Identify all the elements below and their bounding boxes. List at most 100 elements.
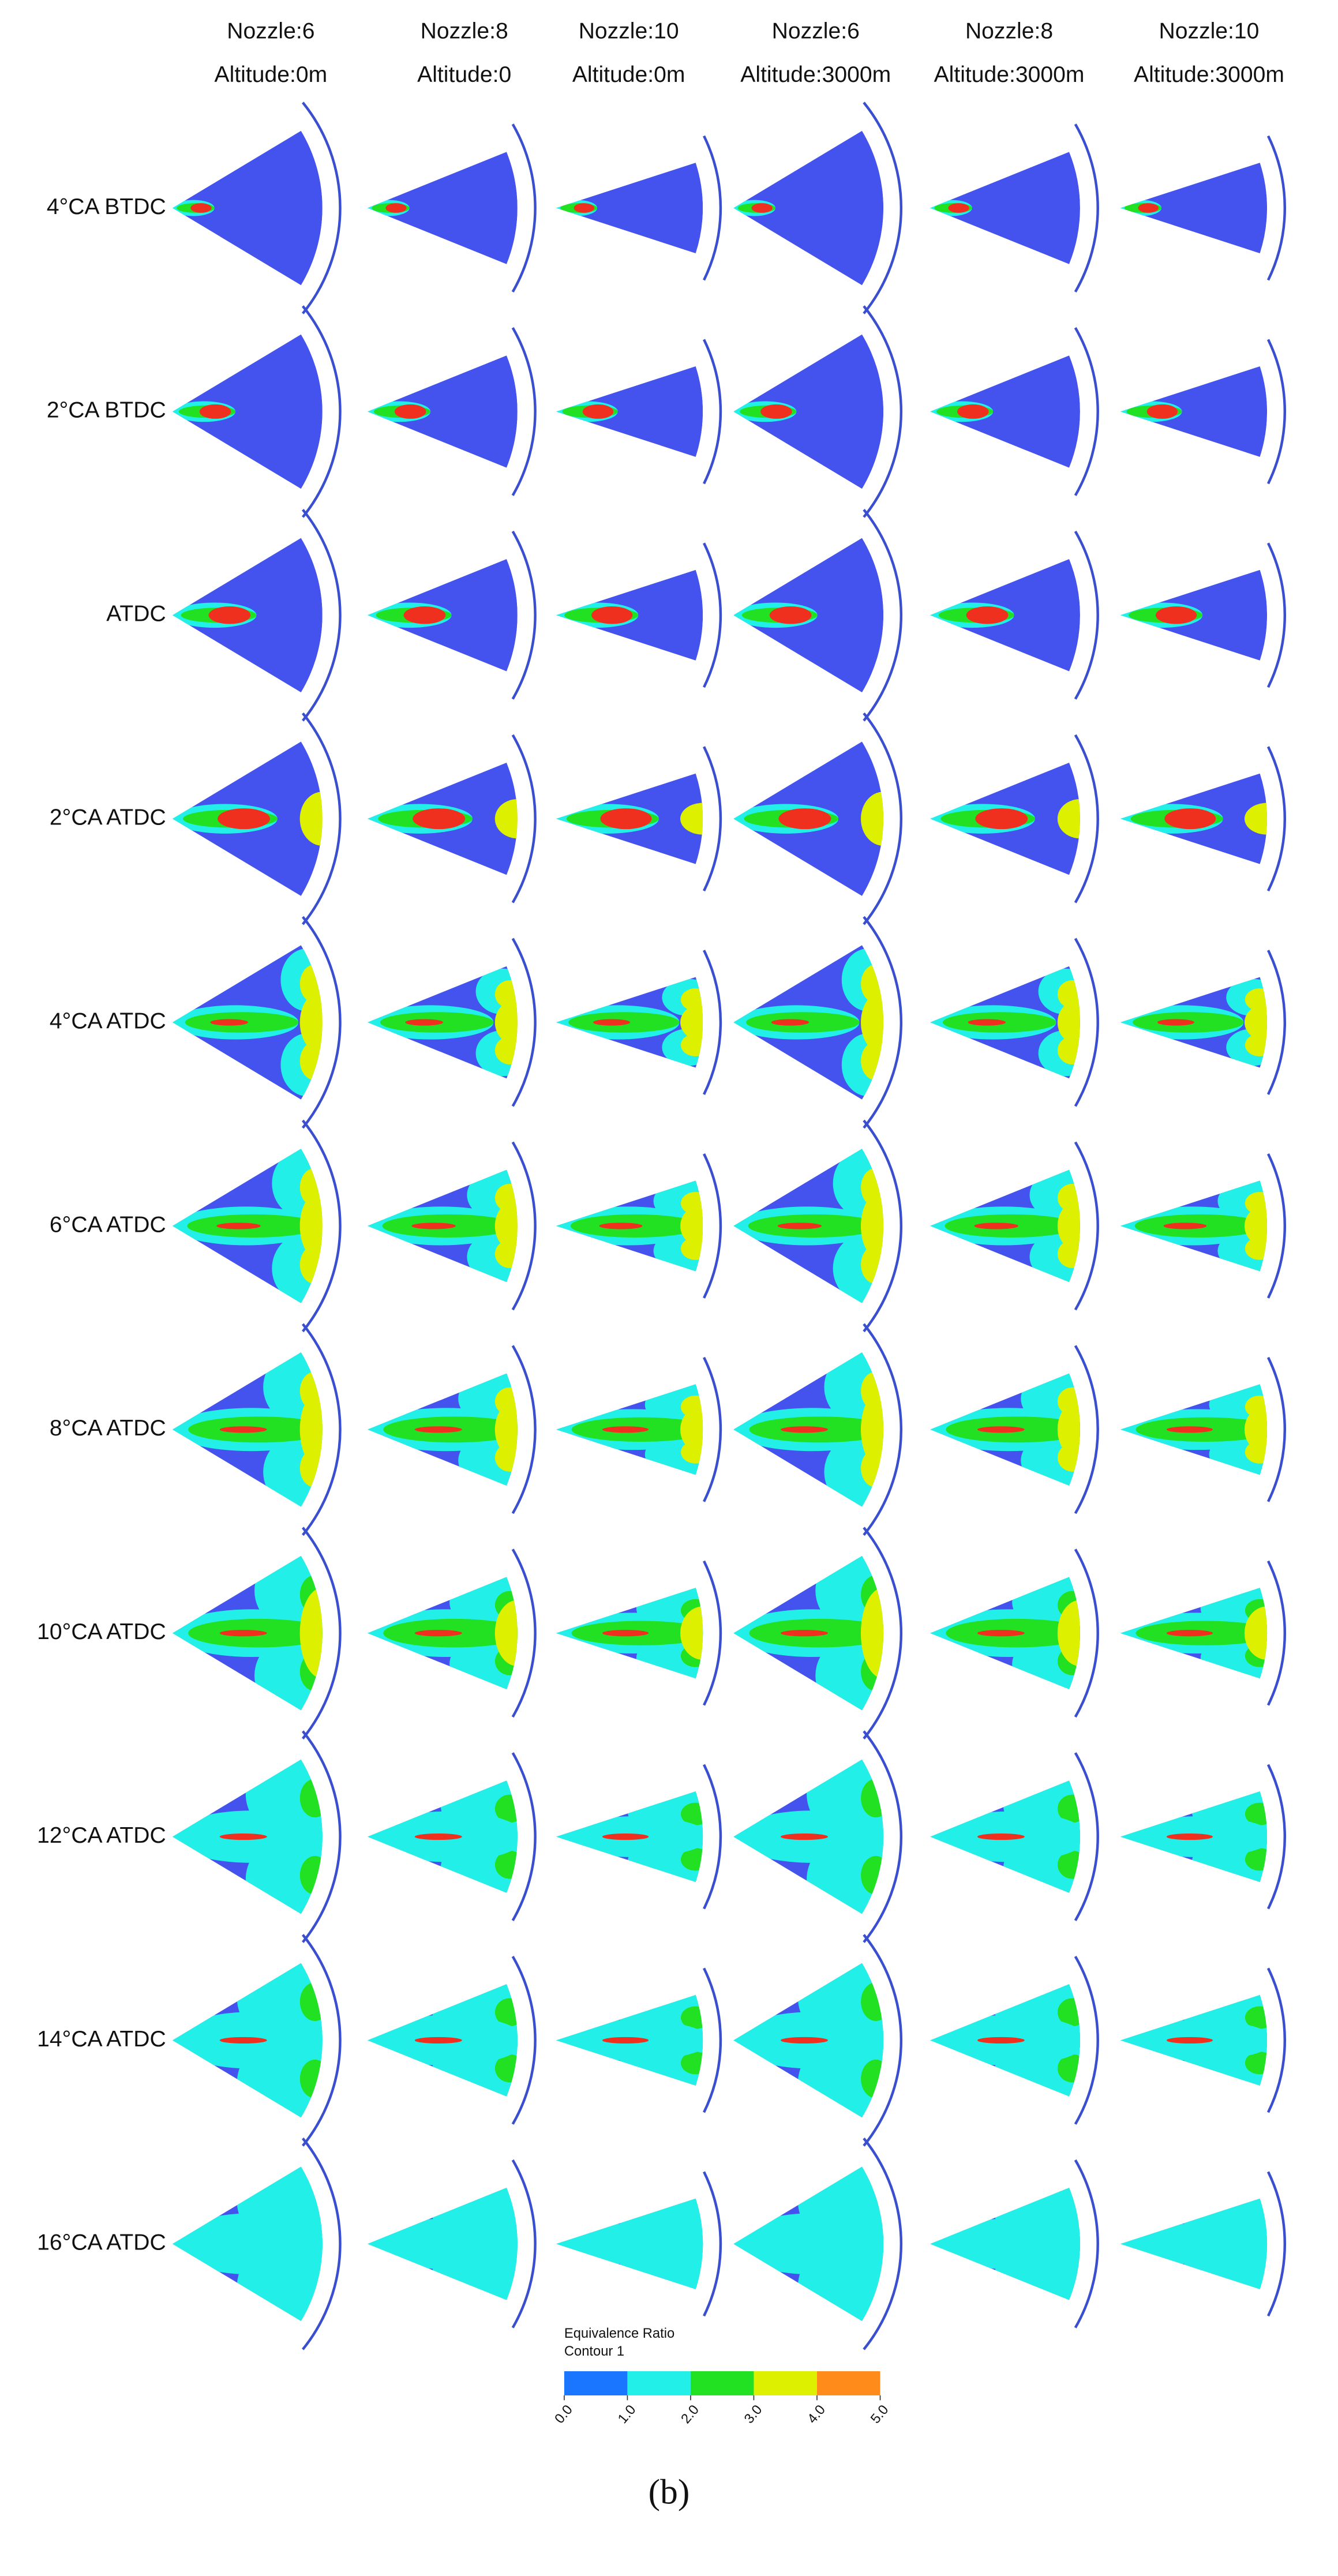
- wall-lobe-core: [494, 980, 518, 1008]
- jet-core: [602, 2037, 649, 2044]
- jet-core: [781, 1630, 828, 1637]
- sector: [368, 2187, 518, 2300]
- wall-arc: [1074, 1548, 1099, 1718]
- sector: [556, 1180, 703, 1272]
- sector-base: [556, 366, 703, 457]
- sector: [1120, 1588, 1268, 1679]
- jet-core: [599, 1223, 643, 1229]
- wall-arc: [1266, 1560, 1286, 1706]
- jet-core: [977, 1630, 1025, 1637]
- sector: [368, 1169, 518, 1283]
- sector: [930, 1373, 1080, 1486]
- wall-arc: [1074, 1752, 1099, 1921]
- wall-lobe-core: [1245, 1848, 1268, 1871]
- wall-arc: [1266, 2171, 1286, 2317]
- legend-tick-label: 0.0: [552, 2402, 576, 2427]
- wall-arc: [1266, 746, 1286, 892]
- sector-base: [930, 355, 1080, 468]
- jet-core: [771, 1019, 809, 1026]
- sector: [368, 355, 518, 468]
- column-nozzle: Nozzle:10: [1159, 18, 1260, 43]
- jet-core: [414, 2037, 462, 2044]
- sector: [733, 2166, 884, 2322]
- wall-arc: [1074, 123, 1099, 293]
- wall-arc: [1266, 1356, 1286, 1502]
- wall-cap: [1057, 799, 1080, 839]
- wall-arc: [863, 712, 903, 925]
- sector: [556, 366, 703, 457]
- legend-segment: [564, 2371, 628, 2395]
- sector: [556, 1588, 703, 1679]
- wall-arc: [703, 1560, 722, 1706]
- column-nozzle: Nozzle:10: [579, 18, 679, 43]
- wall-lobe-core: [1245, 1192, 1268, 1215]
- jet-core: [977, 2037, 1025, 2044]
- wall-arc: [511, 938, 537, 1107]
- sector: [1120, 773, 1268, 864]
- wall-cap: [680, 803, 703, 835]
- wall-lobe-core: [681, 988, 703, 1011]
- sector: [1120, 162, 1267, 254]
- wall-arc: [1074, 1345, 1099, 1514]
- wall-arc: [863, 916, 903, 1129]
- jet-core: [411, 1223, 456, 1229]
- jet-mid: [188, 2225, 323, 2263]
- sector: [930, 762, 1080, 875]
- sector: [368, 152, 518, 264]
- jet-core: [781, 1833, 828, 1840]
- wall-arc: [511, 734, 537, 903]
- wall-arc: [511, 1141, 537, 1311]
- wall-cap: [494, 999, 518, 1045]
- sector: [172, 1555, 323, 1711]
- wall-arc: [302, 916, 342, 1129]
- sector: [172, 945, 323, 1100]
- wall-arc: [703, 135, 722, 281]
- sector: [733, 334, 884, 489]
- sector: [172, 2166, 323, 2322]
- sector: [930, 2187, 1080, 2300]
- row-label: 12°CA ATDC: [37, 1823, 166, 1848]
- wall-cap: [494, 1600, 518, 1667]
- legend-tick-label: 2.0: [679, 2402, 702, 2427]
- jet-core: [1166, 1630, 1213, 1637]
- jet-core: [974, 1223, 1018, 1229]
- jet-core: [968, 1019, 1006, 1026]
- sector: [556, 1384, 703, 1475]
- jet-core: [208, 606, 251, 624]
- jet-core: [957, 404, 989, 419]
- legend-segment: [816, 2371, 880, 2395]
- jet-core: [602, 1833, 649, 1840]
- sector: [930, 1577, 1080, 1690]
- wall-lobe-core: [1245, 2052, 1268, 2075]
- jet-core: [219, 1426, 267, 1433]
- wall-lobe-core: [861, 1779, 884, 1818]
- sector: [556, 569, 703, 661]
- wall-arc: [1266, 1967, 1286, 2113]
- jet-core: [977, 1426, 1025, 1433]
- jet-core: [219, 1630, 267, 1637]
- wall-cap: [1244, 1606, 1268, 1660]
- wall-cap: [1057, 1600, 1080, 1667]
- jet-core: [781, 1426, 828, 1433]
- sector: [733, 741, 884, 897]
- column-altitude: Altitude:3000m: [740, 62, 891, 87]
- jet-core: [593, 1019, 631, 1026]
- sector-base: [368, 152, 518, 264]
- jet-core: [591, 606, 633, 624]
- wall-cap: [1057, 999, 1080, 1045]
- column-nozzle: Nozzle:8: [421, 18, 508, 43]
- wall-arc: [302, 1934, 342, 2147]
- wall-arc: [703, 1764, 722, 1910]
- sector: [1120, 366, 1267, 457]
- wall-arc: [703, 1967, 722, 2113]
- legend-tick-label: 5.0: [868, 2402, 891, 2427]
- column-nozzle: Nozzle:8: [965, 18, 1053, 43]
- wall-lobe-core: [299, 2059, 323, 2098]
- row-label: ATDC: [106, 602, 166, 627]
- column-nozzle: Nozzle:6: [772, 18, 860, 43]
- sector: [930, 355, 1080, 468]
- sector: [172, 538, 323, 693]
- wall-arc: [302, 1527, 342, 1739]
- sector: [556, 2198, 703, 2289]
- jet-core: [1163, 1223, 1207, 1229]
